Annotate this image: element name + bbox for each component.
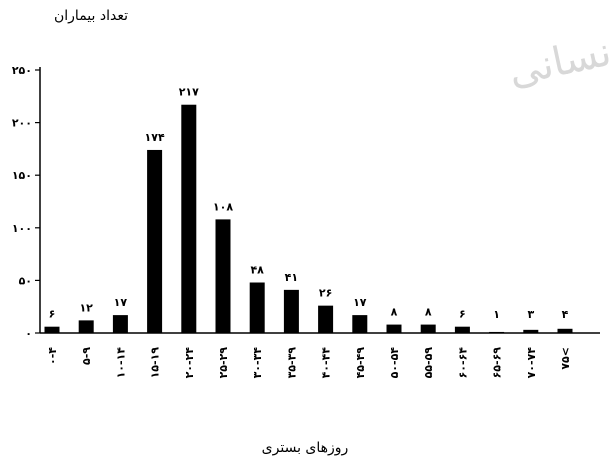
- bar-value-label: ۸: [425, 306, 432, 319]
- category-label: ۵-۹: [80, 347, 93, 365]
- bar: [215, 219, 231, 333]
- y-tick-label: ۵۰: [19, 274, 32, 287]
- category-label: ۴۵-۴۹: [354, 347, 367, 379]
- bar: [112, 315, 128, 333]
- category-label: ۴۰-۴۴: [320, 347, 333, 379]
- bar: [44, 326, 60, 333]
- bar-value-label: ۶: [49, 308, 56, 321]
- bar-value-label: ۳: [527, 308, 534, 321]
- bar-value-label: ۸: [391, 306, 398, 319]
- bar: [523, 329, 539, 333]
- bar-value-label: ۲۶: [319, 287, 332, 300]
- bar-value-label: ۱۰۸: [213, 200, 233, 213]
- bar-value-label: ۶: [459, 308, 466, 321]
- category-label: ۵۵-۵۹: [422, 347, 435, 379]
- bar: [454, 326, 470, 333]
- category-label: ۵۰-۵۴: [388, 347, 401, 379]
- bar-value-label: ۲۱۷: [179, 86, 199, 99]
- category-label: ۲۰-۲۴: [183, 347, 196, 379]
- bar: [489, 331, 505, 333]
- bar-value-label: ۱۲: [79, 301, 93, 314]
- bar: [283, 289, 299, 333]
- bar: [420, 324, 436, 333]
- bar: [249, 282, 265, 333]
- category-label: ۶۵-۶۹: [491, 347, 504, 379]
- category-label: ۳۵-۳۹: [285, 347, 298, 379]
- category-label: ۱۵-۱۹: [149, 347, 162, 379]
- bar-value-label: ۱: [493, 308, 500, 321]
- y-tick-label: ۱۰۰: [12, 222, 32, 235]
- x-axis-title: روزهای بستری: [261, 440, 349, 456]
- bar-value-label: ۱۷: [114, 296, 128, 309]
- bar-value-label: ۴: [562, 308, 569, 321]
- bar-value-label: ۴۸: [250, 264, 264, 277]
- bar: [181, 104, 197, 333]
- bar-value-label: ۱۷: [353, 296, 367, 309]
- y-tick-label: ۱۵۰: [12, 169, 32, 182]
- bar-value-label: ۴۱: [285, 271, 298, 284]
- bar: [318, 305, 334, 333]
- category-label: ۲۵-۲۹: [217, 347, 230, 379]
- y-tick-label: ۲۵۰: [12, 64, 32, 77]
- bar: [78, 320, 94, 333]
- category-label: ۷۰-۷۴: [525, 347, 538, 379]
- category-label: ۳۰-۳۴: [251, 347, 264, 379]
- bar: [147, 149, 163, 333]
- category-label: ۰-۴: [46, 347, 59, 365]
- category-label: ۶۰-۶۴: [456, 347, 469, 379]
- y-tick-label: ۲۰۰: [12, 117, 32, 130]
- y-axis-title: تعداد بیماران: [54, 8, 128, 24]
- category-label: ۷۵<: [559, 347, 572, 370]
- y-tick-label: ۰: [25, 327, 32, 340]
- bar: [557, 328, 573, 333]
- bar: [352, 315, 368, 333]
- bar-value-label: ۱۷۴: [145, 131, 165, 144]
- bar: [386, 324, 402, 333]
- category-label: ۱۰-۱۴: [114, 347, 127, 379]
